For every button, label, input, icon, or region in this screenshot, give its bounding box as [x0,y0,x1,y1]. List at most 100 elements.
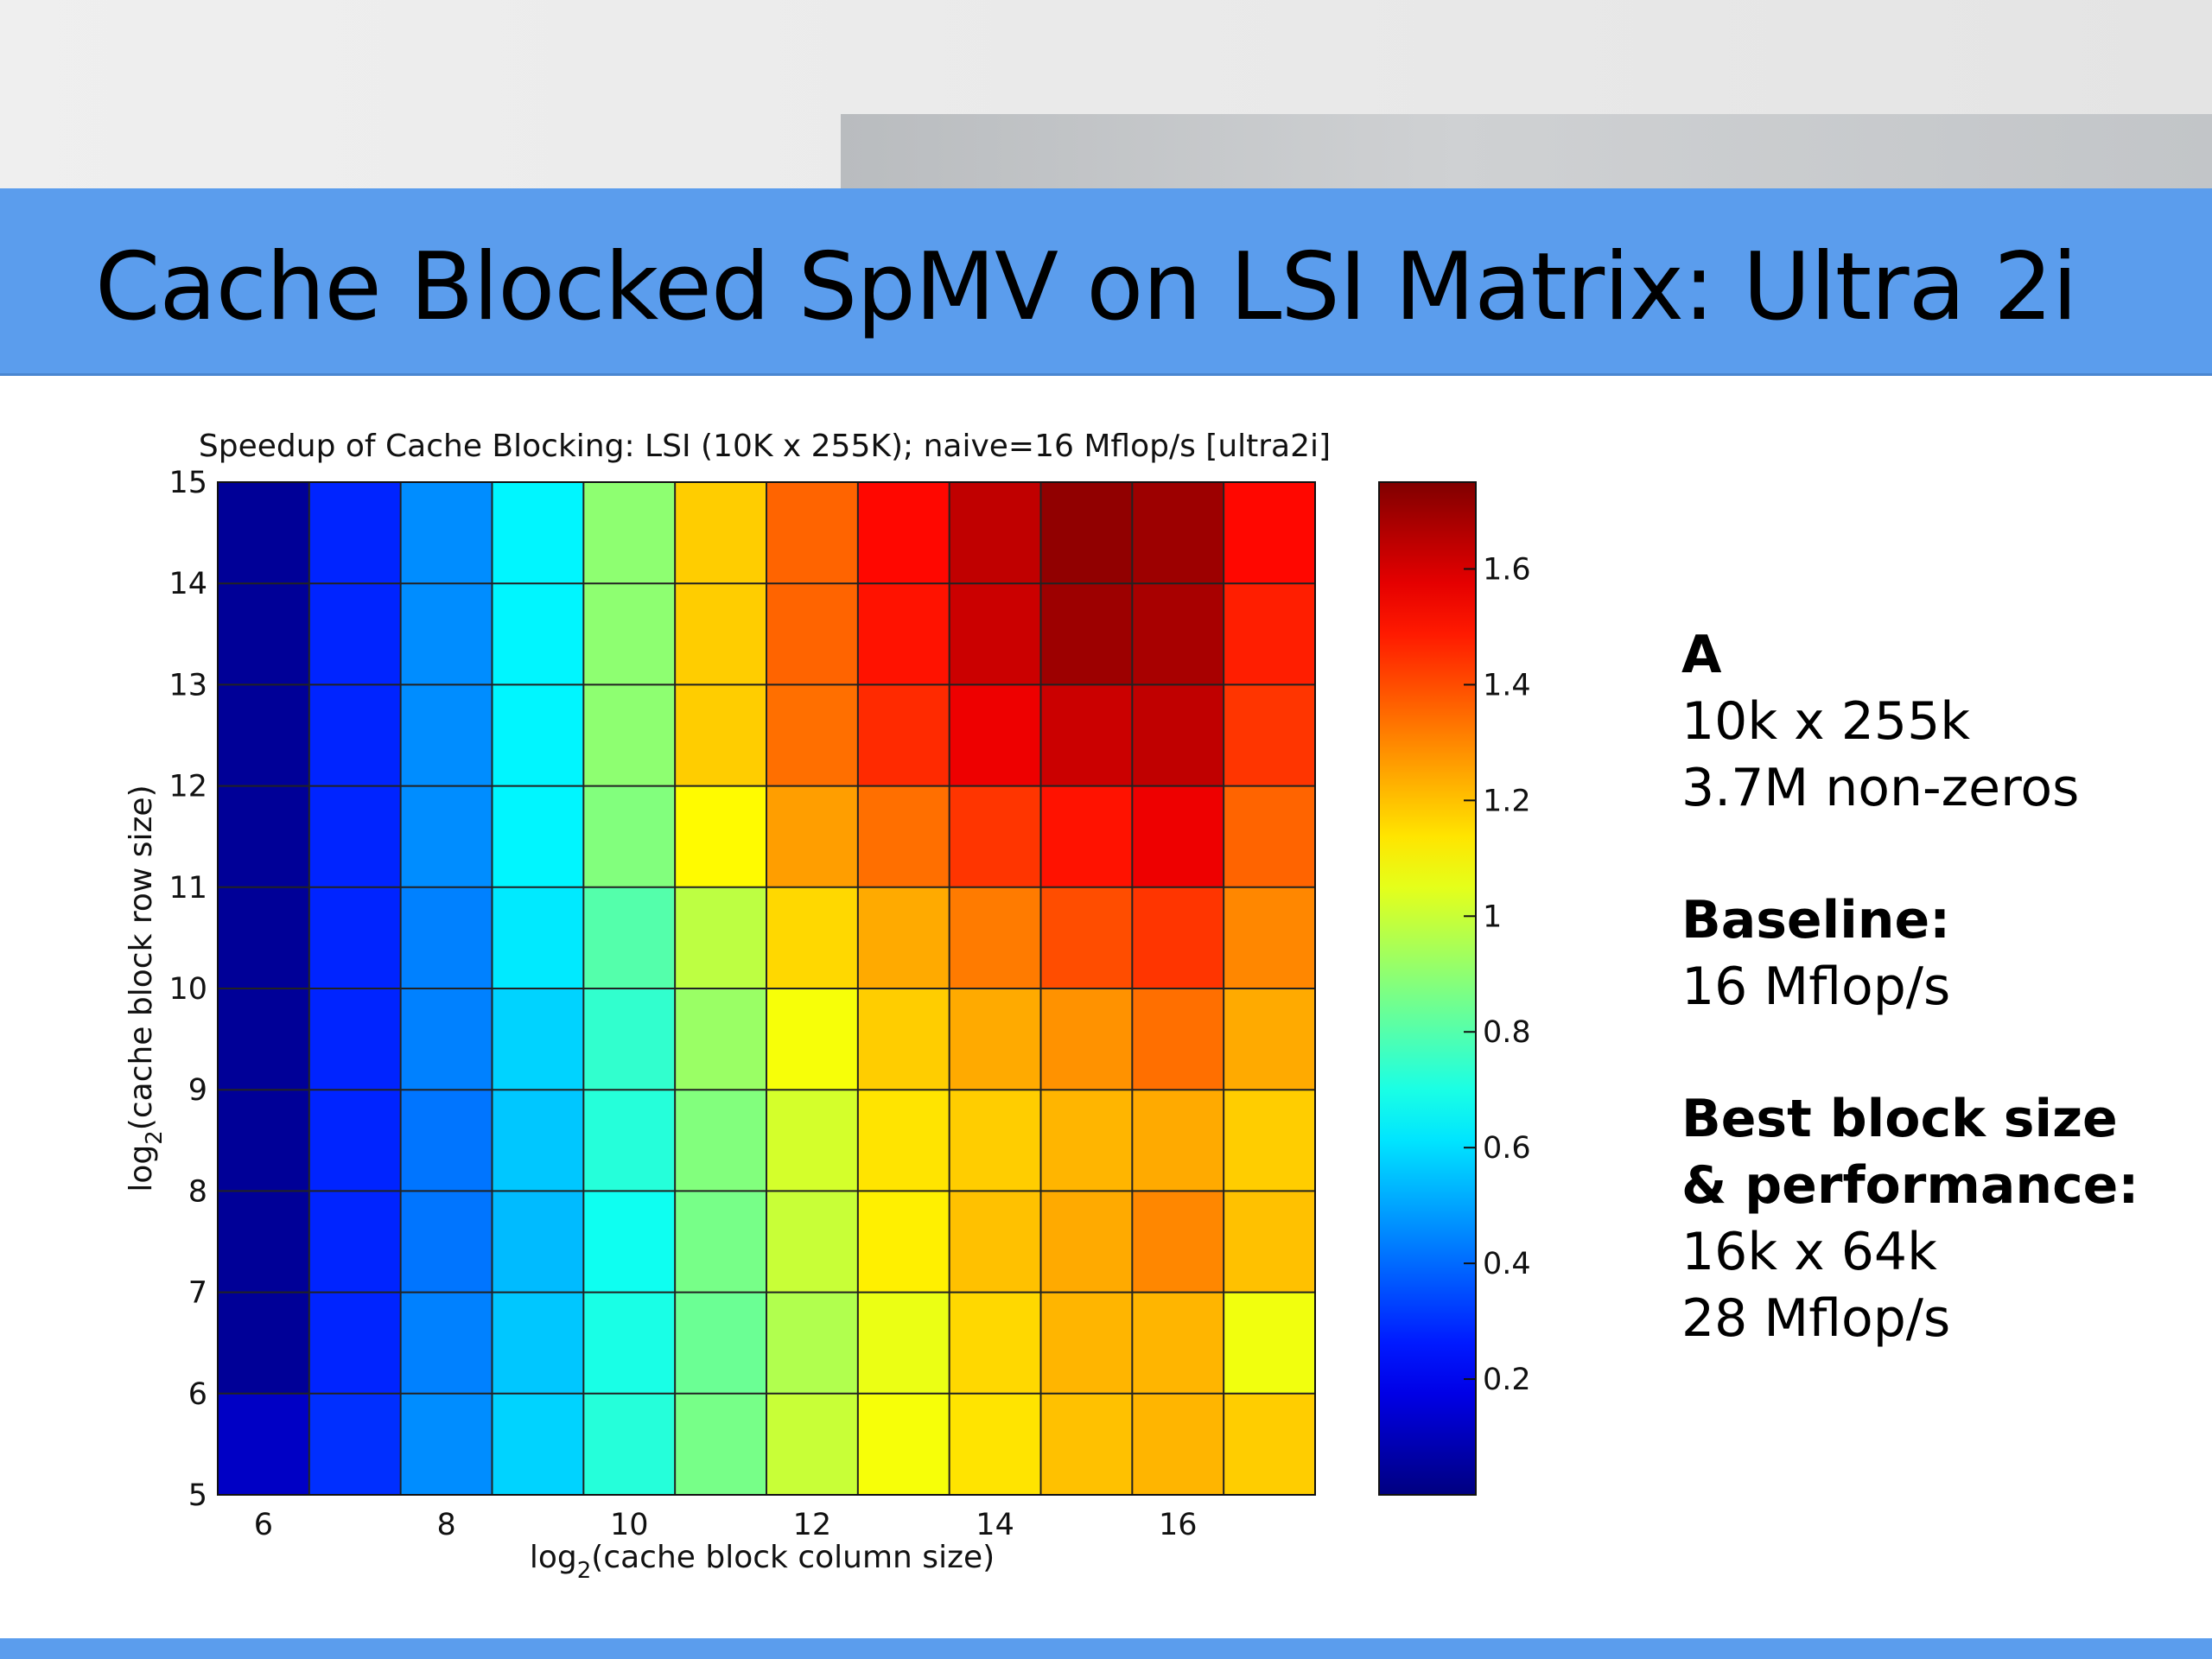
heatmap-cell [492,988,584,1090]
colorbar-tick-label: 0.8 [1483,1015,1531,1050]
heatmap-cell [583,887,676,988]
heatmap-cell [308,1292,401,1394]
heatmap-cell [400,988,493,1090]
heatmap-cell [218,988,309,1090]
heatmap-cell [308,1090,401,1192]
heatmap-cell [492,1090,584,1192]
heatmap-cell [1132,1090,1224,1192]
best-heading-2: & performance: [1681,1155,2139,1216]
heatmap-cell [218,482,309,584]
heatmap-cell [949,1393,1041,1495]
heatmap-cells [218,482,1315,1495]
heatmap-cell [1040,1090,1133,1192]
heatmap-cell [1132,1191,1224,1293]
heatmap-cell [492,785,584,887]
heatmap-cell [308,887,401,988]
heatmap-cell [1040,1292,1133,1394]
heatmap-cell [400,1191,493,1293]
footer-bar [0,1638,2212,1659]
heatmap-cell [1224,583,1315,685]
baseline-heading: Baseline: [1681,890,1951,950]
heatmap-cell [492,583,584,685]
x-tick-label: 8 [436,1508,455,1542]
y-tick-label: 8 [188,1174,207,1209]
heatmap-cell [218,1292,309,1394]
x-tick-label: 16 [1159,1508,1198,1542]
heatmap-cell [766,988,858,1090]
heatmap-cell [1224,1292,1315,1394]
heatmap-cell [857,988,950,1090]
colorbar-tick-label: 1.6 [1483,552,1531,587]
y-tick-label: 15 [168,466,207,500]
title-bar [0,188,2212,376]
heatmap-cell [492,1292,584,1394]
y-tick-label: 6 [188,1377,207,1412]
heatmap-cell [675,583,766,685]
heatmap-cell [583,684,676,786]
heatmap-cell [1040,1191,1133,1293]
best-heading-1: Best block size [1681,1089,2118,1149]
x-tick-label: 6 [254,1508,273,1542]
heatmap-cell [766,1393,858,1495]
heatmap-cell [492,1393,584,1495]
heatmap-cell [675,482,766,584]
heatmap-cell [1040,785,1133,887]
heatmap-cell [308,1393,401,1495]
heatmap-cell [1132,1393,1224,1495]
colorbar-tick-label: 1.2 [1483,784,1531,818]
heatmap-cell [583,988,676,1090]
heatmap-cell [766,684,858,786]
heatmap-cell [1224,1191,1315,1293]
heatmap-cell [857,785,950,887]
x-tick-label: 10 [610,1508,649,1542]
heatmap-cell [583,1090,676,1192]
heatmap-cell [218,887,309,988]
heatmap-cell [766,785,858,887]
colorbar-tick-label: 0.6 [1483,1131,1531,1166]
heatmap-cell [1132,482,1224,584]
heatmap-cell [766,1292,858,1394]
heatmap-cell [1132,988,1224,1090]
heatmap-cell [218,1090,309,1192]
y-axis-ticks: 5 6 7 8 9 10 11 12 13 14 15 [168,466,207,1513]
matrix-dims: 10k x 255k [1681,691,1971,752]
colorbar-ticks: 0.2 0.4 0.6 0.8 1 1.2 1.4 1.6 [1464,552,1531,1397]
heatmap-cell [675,887,766,988]
heatmap-cell [583,1393,676,1495]
heatmap-cell [1132,684,1224,786]
heatmap-cell [766,887,858,988]
heatmap-cell [949,583,1041,685]
heatmap-cell [675,988,766,1090]
heatmap-cell [1132,583,1224,685]
heatmap-cell [1040,583,1133,685]
heatmap-cell [583,1191,676,1293]
y-tick-label: 5 [188,1478,207,1513]
heatmap-cell [949,988,1041,1090]
heatmap-cell [949,887,1041,988]
heatmap-cell [1132,785,1224,887]
best-perf: 28 Mflop/s [1681,1288,1951,1349]
slide-title: Cache Blocked SpMV on LSI Matrix: Ultra … [95,233,2078,341]
heatmap-cell [218,684,309,786]
y-tick-label: 9 [188,1073,207,1108]
heatmap-cell [949,482,1041,584]
heatmap-cell [857,1393,950,1495]
heatmap-cell [675,1393,766,1495]
heatmap-cell [675,1292,766,1394]
heatmap-cell [492,887,584,988]
y-tick-label: 7 [188,1276,207,1311]
y-tick-label: 13 [168,668,207,702]
baseline-value: 16 Mflop/s [1681,957,1951,1017]
y-tick-label: 12 [168,770,207,804]
heatmap-cell [308,988,401,1090]
heatmap-cell [857,1191,950,1293]
heatmap-cell [308,785,401,887]
heatmap-cell [675,1191,766,1293]
heatmap-cell [308,684,401,786]
heatmap-cell [1224,988,1315,1090]
heatmap-cell [675,1090,766,1192]
heatmap-cell [857,482,950,584]
chart-title: Speedup of Cache Blocking: LSI (10K x 25… [199,429,1331,464]
heatmap-cell [1224,887,1315,988]
